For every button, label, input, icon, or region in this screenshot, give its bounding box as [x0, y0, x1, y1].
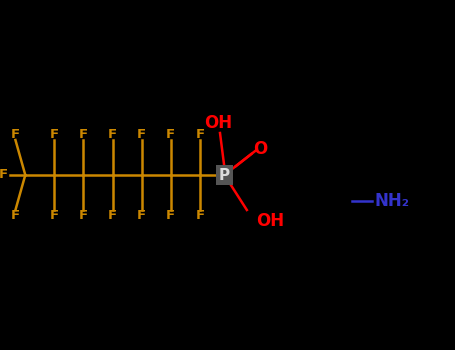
Text: NH₂: NH₂ [374, 192, 410, 210]
Text: F: F [11, 209, 20, 222]
Text: F: F [166, 128, 175, 141]
Text: OH: OH [204, 113, 232, 132]
Text: F: F [166, 209, 175, 222]
Text: P: P [219, 168, 230, 182]
Text: F: F [79, 128, 88, 141]
Text: F: F [50, 128, 59, 141]
Text: OH: OH [256, 211, 284, 230]
Text: F: F [195, 209, 204, 222]
Text: F: F [50, 209, 59, 222]
Text: F: F [79, 209, 88, 222]
Text: F: F [0, 168, 8, 182]
Text: F: F [108, 209, 117, 222]
Text: O: O [253, 140, 268, 158]
Text: F: F [108, 128, 117, 141]
Text: F: F [11, 128, 20, 141]
Text: F: F [137, 209, 146, 222]
Text: F: F [195, 128, 204, 141]
Text: F: F [137, 128, 146, 141]
